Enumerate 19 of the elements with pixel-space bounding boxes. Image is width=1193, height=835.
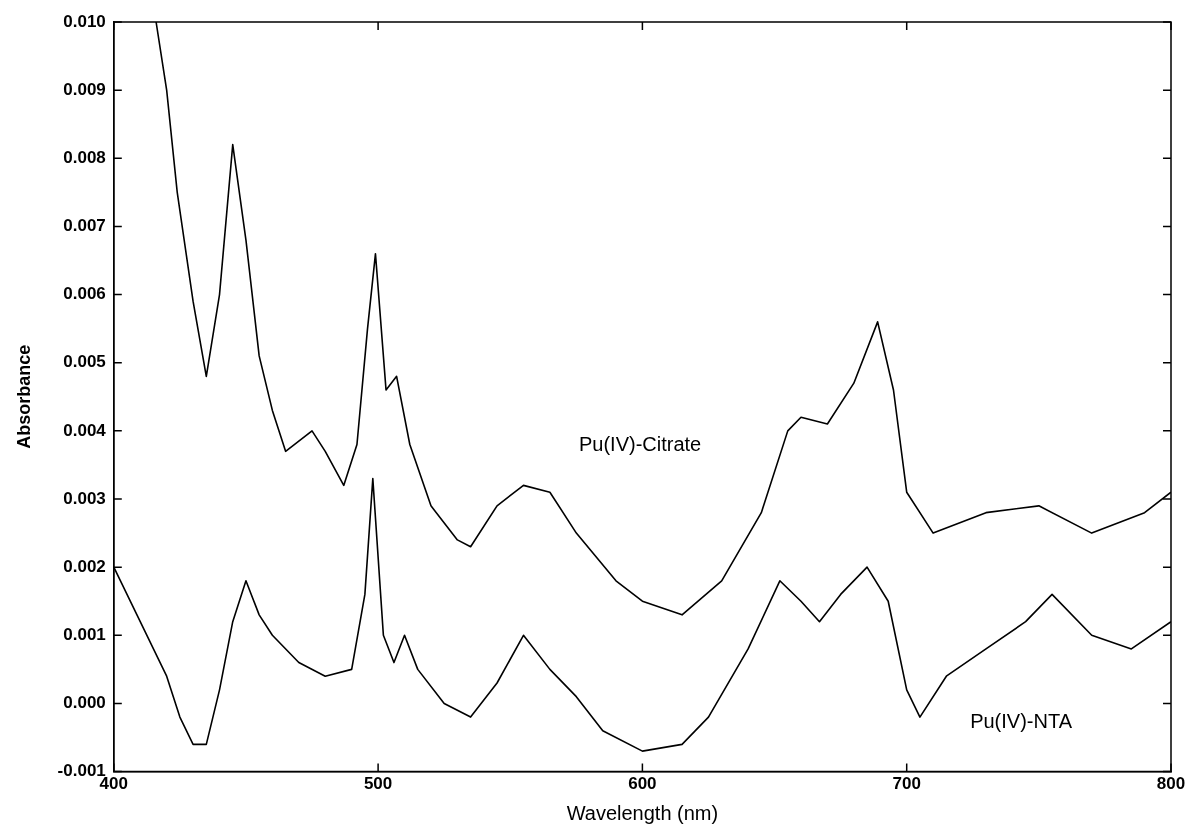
y-tick-label: 0.006 <box>63 284 106 304</box>
y-tick-label: 0.005 <box>63 352 106 372</box>
y-tick-label: 0.009 <box>63 79 106 99</box>
y-tick-label: 0.010 <box>63 11 106 31</box>
y-tick-label: 0.008 <box>63 147 106 167</box>
y-tick-label: 0.001 <box>63 625 106 644</box>
y-axis-title: Absorbance <box>13 344 34 449</box>
x-tick-label: 500 <box>363 774 393 794</box>
x-tick-label: 600 <box>628 774 657 794</box>
x-axis-title: Wavelength (nm) <box>566 801 719 824</box>
annotation: Pu(IV)-Citrate <box>578 433 702 456</box>
x-tick-label: 700 <box>892 774 921 794</box>
y-tick-label: 0.004 <box>63 420 107 440</box>
x-tick-label: 800 <box>1156 774 1186 794</box>
y-tick-label: 0.002 <box>63 556 106 576</box>
y-tick-label: 0.007 <box>63 216 106 236</box>
annotation: Pu(IV)-NTA <box>970 710 1073 733</box>
y-tick-label: 0.003 <box>63 488 106 508</box>
y-tick-label: 0.000 <box>63 693 106 713</box>
